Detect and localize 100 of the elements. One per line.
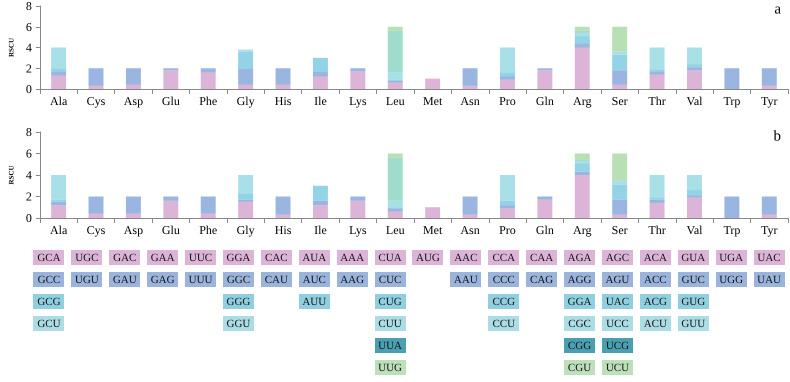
bar	[762, 68, 777, 86]
x-tick-label: His	[274, 94, 292, 108]
bar	[200, 68, 216, 72]
x-tick-label: Glu	[162, 94, 180, 108]
x-tick-label: Met	[422, 94, 443, 108]
x-tick-label: Gly	[236, 94, 255, 108]
chart-title: b	[774, 128, 781, 144]
bar	[388, 82, 403, 89]
x-tick-label: His	[274, 223, 292, 237]
bar	[51, 48, 66, 68]
bar	[200, 214, 216, 218]
text: GCC	[38, 274, 60, 286]
bar	[537, 200, 552, 218]
x-tick-label: Gly	[236, 223, 255, 237]
text: UUG	[378, 362, 402, 374]
bar	[612, 84, 628, 89]
bar	[724, 196, 740, 218]
x-tick-label: Asn	[460, 223, 480, 237]
text: GAU	[112, 274, 137, 286]
text: UUU	[188, 274, 212, 286]
text: GAC	[113, 252, 136, 264]
text: CCC	[492, 274, 515, 286]
bar	[612, 214, 628, 218]
text: GAA	[150, 252, 175, 264]
text: CUC	[378, 274, 402, 286]
bar	[388, 154, 403, 158]
bar	[238, 202, 254, 218]
x-tick-label: Cys	[86, 94, 106, 108]
x-tick-label: Gln	[536, 94, 554, 108]
bar	[312, 186, 328, 201]
text: GCA	[37, 252, 61, 264]
text: AGG	[568, 274, 592, 286]
bar	[51, 76, 66, 89]
bar	[462, 214, 478, 218]
y-tick-label: 0	[26, 211, 32, 225]
x-tick-label: Val	[686, 223, 704, 237]
bar	[687, 198, 702, 218]
bar	[612, 184, 628, 200]
text: CAC	[265, 252, 288, 264]
text: ACC	[644, 274, 667, 286]
bar	[51, 175, 66, 200]
bar	[612, 154, 628, 180]
x-tick-label: Ser	[612, 223, 628, 237]
bar	[612, 70, 628, 85]
bar	[88, 196, 104, 214]
text: AUU	[302, 296, 326, 308]
text: CAA	[530, 252, 554, 264]
bar	[163, 196, 178, 201]
bar	[612, 26, 628, 52]
text: UGG	[719, 274, 744, 286]
bar	[388, 158, 403, 201]
bar	[462, 196, 478, 215]
x-tick-label: Ile	[314, 94, 327, 108]
bar	[238, 68, 254, 85]
y-tick-label: 8	[26, 0, 32, 13]
text: ACU	[644, 318, 667, 330]
x-tick-label: Pro	[499, 94, 516, 108]
bar	[537, 196, 552, 200]
bar	[650, 74, 665, 89]
text: AGU	[606, 274, 630, 286]
x-tick-label: Phe	[199, 94, 218, 108]
bar	[612, 52, 628, 55]
bar	[537, 70, 552, 89]
text: UGA	[719, 252, 744, 264]
text: GUA	[681, 252, 706, 264]
bar	[574, 175, 590, 218]
text: AGC	[606, 252, 630, 264]
bar	[51, 205, 66, 218]
text: CCA	[492, 252, 516, 264]
text: UGU	[74, 274, 99, 286]
x-tick-label: Asp	[124, 223, 144, 237]
y-tick-label: 2	[26, 190, 32, 204]
text: UUA	[378, 340, 402, 352]
bar	[762, 86, 777, 89]
bar	[126, 84, 141, 89]
text: UAC	[757, 252, 781, 264]
bar	[574, 26, 590, 31]
text: CAU	[264, 274, 288, 286]
bar	[238, 193, 254, 200]
x-tick-label: Tyr	[761, 223, 778, 237]
bar	[687, 67, 702, 70]
text: UGC	[75, 252, 98, 264]
text: GCU	[37, 318, 61, 330]
bar	[612, 180, 628, 185]
x-tick-label: Thr	[648, 223, 666, 237]
x-tick-label: Asp	[124, 94, 144, 108]
text: UCC	[606, 318, 629, 330]
bar	[276, 196, 291, 215]
x-tick-label: Pro	[499, 223, 516, 237]
bar	[388, 212, 403, 218]
bar	[51, 71, 66, 76]
text: CCG	[492, 296, 516, 308]
bar	[350, 196, 366, 201]
x-tick-label: Arg	[573, 94, 592, 108]
bar	[574, 36, 590, 44]
text: GGU	[226, 318, 250, 330]
text: AAG	[340, 274, 364, 286]
text: ACG	[644, 296, 667, 308]
bar	[650, 200, 665, 203]
text: AAU	[454, 274, 478, 286]
